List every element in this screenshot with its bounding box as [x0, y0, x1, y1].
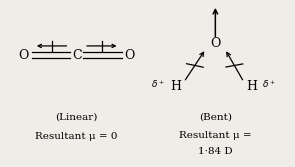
Text: C: C [72, 49, 81, 62]
Text: O: O [210, 37, 221, 50]
Text: O: O [18, 49, 29, 62]
Text: (Linear): (Linear) [55, 112, 98, 121]
Text: H: H [247, 80, 258, 93]
Text: 1·84 D: 1·84 D [198, 147, 233, 156]
Text: $\delta^+$: $\delta^+$ [151, 78, 165, 90]
Text: H: H [170, 80, 181, 93]
Text: Resultant μ =: Resultant μ = [179, 131, 252, 140]
Text: (Bent): (Bent) [199, 112, 232, 121]
Text: $\delta^+$: $\delta^+$ [262, 78, 276, 90]
Text: Resultant μ = 0: Resultant μ = 0 [35, 132, 118, 141]
Text: O: O [124, 49, 135, 62]
